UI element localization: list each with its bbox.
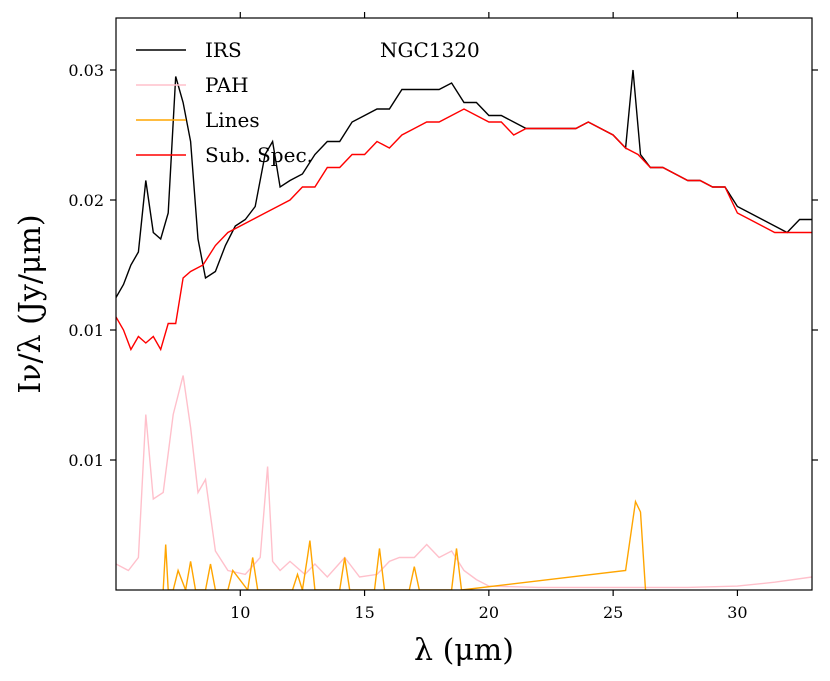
annotation-label: NGC1320 [380, 38, 480, 62]
x-tick-label: 25 [603, 603, 623, 622]
x-axis: 10 15 20 25 30 [230, 12, 748, 622]
y-tick-label: 0.03 [68, 61, 104, 80]
y-axis-label: Iν/λ (Jy/μm) [13, 214, 48, 393]
x-tick-label: 15 [354, 603, 374, 622]
x-tick-label: 20 [479, 603, 499, 622]
series-line-pah [116, 375, 812, 589]
y-axis: 0.01 0.01 0.02 0.03 [68, 61, 818, 470]
series-layer [116, 69, 812, 590]
x-axis-label: λ (μm) [414, 633, 514, 668]
series-line-sub-spec [116, 108, 812, 352]
y-tick-label: 0.01 [68, 321, 104, 340]
y-tick-label: 0.01 [68, 451, 104, 470]
legend: IRS PAH Lines Sub. Spec. [136, 38, 313, 167]
legend-entry: Sub. Spec. [205, 143, 313, 167]
legend-entry: Lines [205, 108, 260, 132]
x-tick-label: 30 [727, 603, 747, 622]
legend-entry: IRS [205, 38, 242, 62]
y-tick-label: 0.02 [68, 191, 104, 210]
series-line-lines [162, 499, 647, 590]
x-tick-label: 10 [230, 603, 250, 622]
legend-entry: PAH [205, 73, 249, 97]
axes-frame [115, 17, 813, 591]
